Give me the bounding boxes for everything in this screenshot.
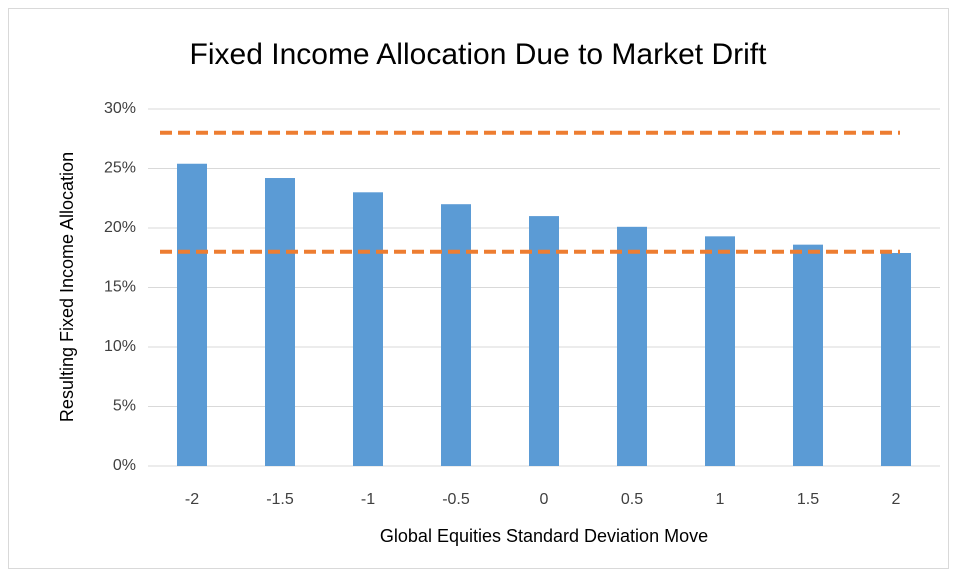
x-tick-label: 1.5 [797,491,819,508]
chart-border [8,8,949,569]
y-tick-label: 25% [104,160,136,177]
bar [529,216,559,466]
y-tick-label: 15% [104,279,136,296]
x-tick-label: -0.5 [442,491,470,508]
x-axis-title: Global Equities Standard Deviation Move [380,526,708,546]
x-tick-label: -2 [185,491,199,508]
x-tick-label: -1.5 [266,491,294,508]
y-tick-label: 0% [113,457,136,474]
x-tick-label: 0 [540,491,549,508]
y-axis-title: Resulting Fixed Income Allocation [57,152,77,422]
y-tick-label: 30% [104,100,136,117]
chart-title: Fixed Income Allocation Due to Market Dr… [190,38,768,71]
bar [705,236,735,466]
y-tick-label: 10% [104,338,136,355]
x-tick-label: 2 [892,491,901,508]
bar [793,244,823,466]
y-tick-label: 20% [104,219,136,236]
bar [881,252,911,466]
y-tick-label: 5% [113,398,136,415]
bar [441,204,471,466]
bar [353,192,383,467]
x-tick-label: 0.5 [621,491,643,508]
x-tick-label: -1 [361,491,375,508]
bar [265,178,295,466]
x-tick-label: 1 [716,491,725,508]
bar [617,226,647,466]
bar [177,163,207,467]
